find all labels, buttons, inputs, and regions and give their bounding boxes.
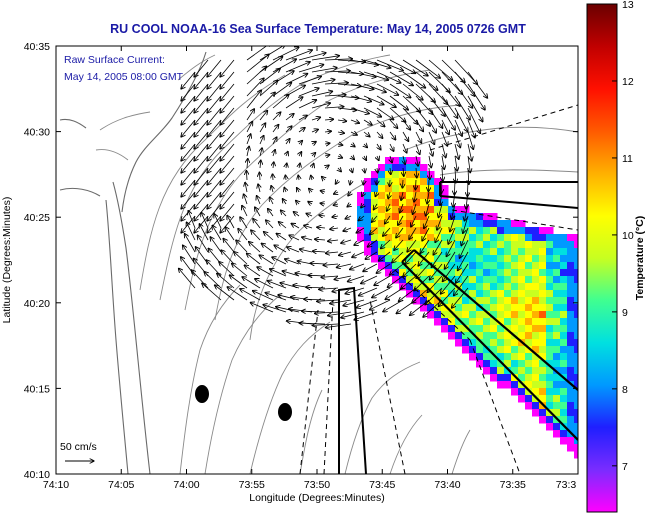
y-tick-label: 40:10 (24, 469, 50, 481)
colorbar-tick-label: 7 (622, 461, 628, 473)
y-tick-label: 40:35 (24, 41, 50, 53)
y-axis-ticks: 40:35 40:30 40:25 40:20 40:15 40:10 (24, 41, 578, 481)
colorbar-tick-label: 11 (622, 153, 633, 165)
x-axis-label: Longitude (Degrees:Minutes) (249, 492, 384, 504)
x-tick-label: 73:35 (500, 479, 526, 491)
x-tick-label: 73:45 (369, 479, 395, 491)
colorbar-tick-label: 10 (622, 230, 634, 242)
map-title: RU COOL NOAA-16 Sea Surface Temperature:… (110, 22, 526, 36)
x-tick-label: 73:55 (239, 479, 265, 491)
map-plot-area (56, 46, 578, 474)
colorbar-tick-label: 12 (622, 76, 634, 88)
x-tick-label: 74:00 (173, 479, 199, 491)
x-axis-ticks: 74:10 74:05 74:00 73:55 73:50 73:45 73:40 73:35… (43, 46, 579, 491)
x-tick-label: 73:50 (304, 479, 330, 491)
colorbar-label: Temperature (°C) (634, 216, 646, 301)
current-label: Raw Surface Current: (64, 54, 165, 66)
x-tick-label: 73:3 (556, 479, 577, 491)
y-tick-label: 40:30 (24, 127, 50, 139)
current-time: May 14, 2005 08:00 GMT (64, 71, 184, 83)
station-marker (195, 385, 209, 403)
sst-patch (357, 157, 578, 459)
y-tick-label: 40:20 (24, 298, 50, 310)
y-axis-label: Latitude (Degrees:Minutes) (1, 197, 13, 324)
y-tick-label: 40:15 (24, 383, 50, 395)
colorbar-tick-label: 13 (622, 0, 634, 11)
x-tick-label: 74:10 (43, 479, 69, 491)
colorbar-tick-label: 9 (622, 307, 628, 319)
colorbar (586, 3, 618, 513)
colorbar-tick-label: 8 (622, 384, 628, 396)
station-marker (278, 403, 292, 421)
colorbar-ticks: 13 12 11 10 9 8 7 (612, 0, 634, 473)
coastline (59, 51, 207, 474)
x-tick-label: 73:40 (434, 479, 460, 491)
x-tick-label: 74:05 (108, 479, 134, 491)
y-tick-label: 40:25 (24, 212, 50, 224)
surface-current-vectors (179, 46, 488, 327)
scale-label: 50 cm/s (60, 441, 97, 453)
